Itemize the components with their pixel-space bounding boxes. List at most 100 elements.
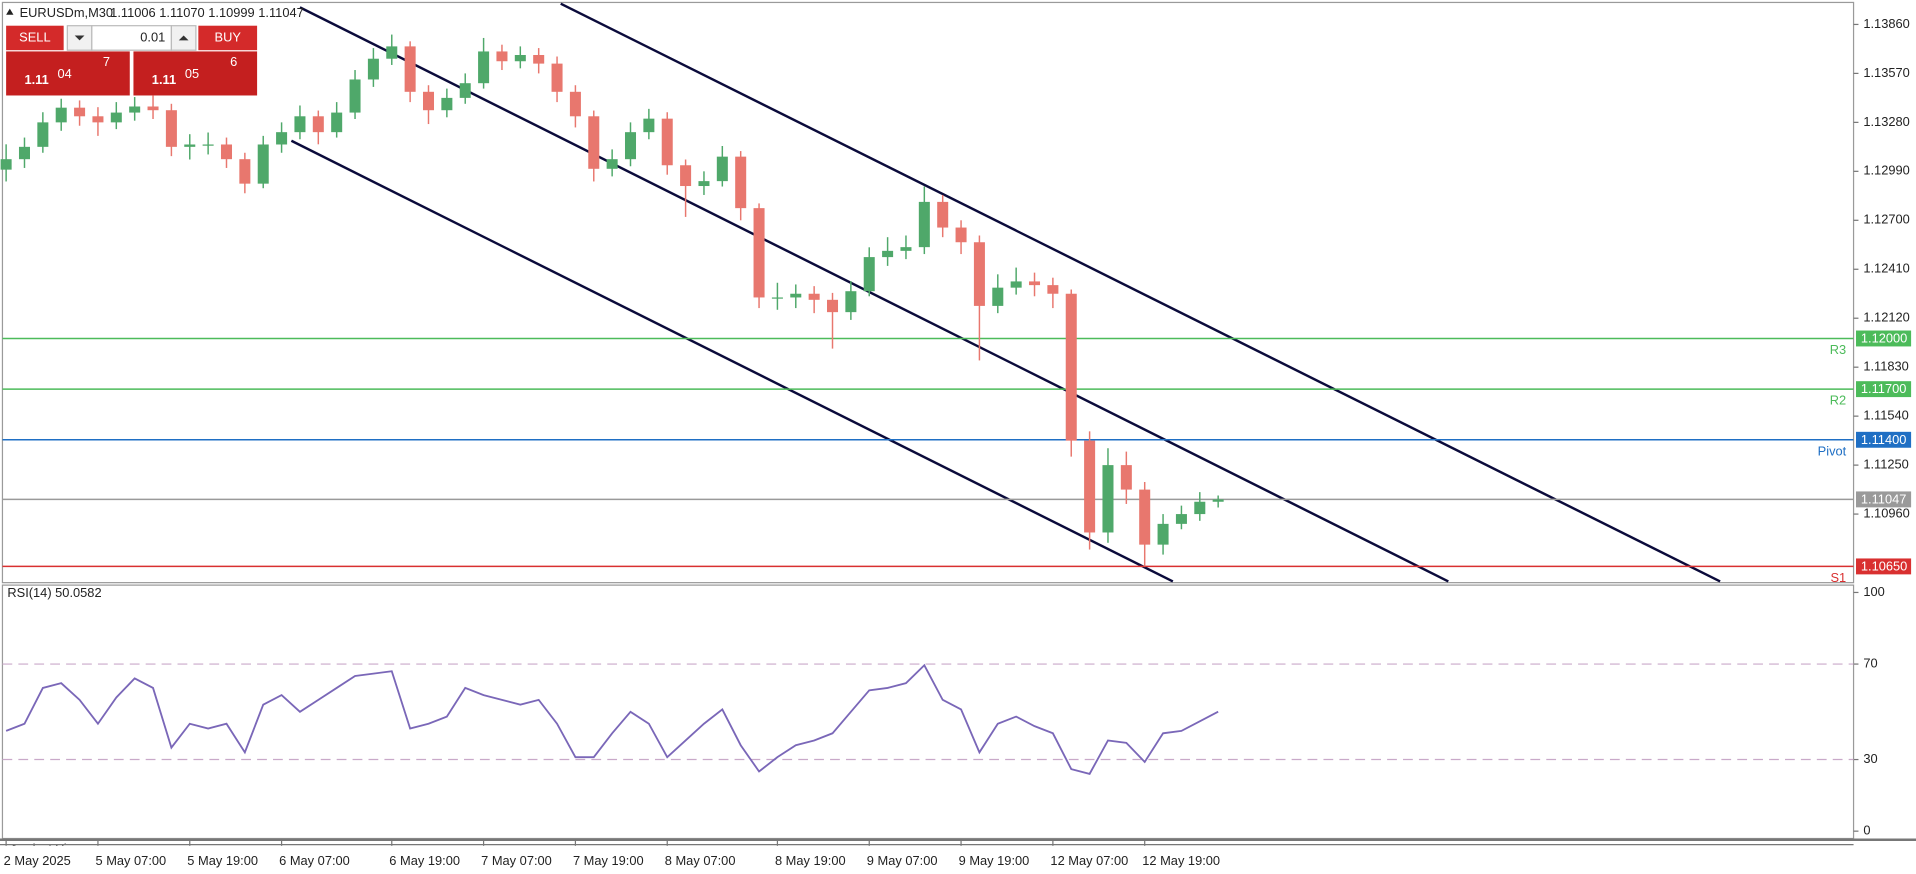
x-tick-label: 8 May 07:00 xyxy=(665,853,736,868)
candle-body xyxy=(735,156,747,209)
y-tick-label: 1.12410 xyxy=(1863,261,1909,276)
candle-body xyxy=(239,159,251,184)
candle-body xyxy=(955,227,967,243)
ohlc: 1.11006 1.11070 1.10999 1.11047 xyxy=(110,5,304,20)
collapse-icon[interactable] xyxy=(6,8,14,15)
candle-body xyxy=(1120,465,1132,490)
y-tick-label: 1.12120 xyxy=(1863,310,1909,325)
candle-body xyxy=(533,54,545,64)
candle-body xyxy=(808,293,820,300)
x-tick-label: 7 May 07:00 xyxy=(481,853,552,868)
level-label: 1.10650 xyxy=(1861,558,1907,573)
level-tag xyxy=(1856,330,1912,347)
candle-body xyxy=(129,106,141,113)
candle-body xyxy=(147,106,159,111)
y-tick-label: 1.10960 xyxy=(1863,505,1909,520)
rsi-line xyxy=(5,663,1219,775)
candle-body xyxy=(863,257,875,292)
x-tick-label: 8 May 19:00 xyxy=(775,853,846,868)
candle-body xyxy=(349,79,361,113)
level-tag xyxy=(1856,491,1912,508)
candle-body xyxy=(771,297,783,299)
candle-body xyxy=(184,144,196,147)
level-tag xyxy=(1856,431,1912,448)
x-tick-label: 5 May 19:00 xyxy=(187,853,258,868)
bid-big: 04 xyxy=(58,66,72,81)
level-tag xyxy=(1856,381,1912,398)
candle-body xyxy=(331,112,343,133)
candle-body xyxy=(459,83,471,98)
candle-body xyxy=(37,122,49,147)
buy-button[interactable] xyxy=(198,25,258,51)
ask-box[interactable] xyxy=(133,51,258,96)
candle-body xyxy=(918,201,930,248)
x-tick-label: 9 May 19:00 xyxy=(959,853,1030,868)
candle-body xyxy=(643,118,655,133)
ask-prefix: 1.11 xyxy=(152,72,176,87)
rsi-title: RSI(14) 50.0582 xyxy=(7,585,101,600)
volume-input[interactable] xyxy=(91,25,173,51)
ask-big: 05 xyxy=(185,66,199,81)
candle-body xyxy=(1212,499,1224,502)
y-tick-label: 1.11540 xyxy=(1863,408,1908,423)
candle-body xyxy=(110,112,122,123)
candle-body xyxy=(551,63,563,92)
candle-body xyxy=(514,54,526,62)
time-axis-band xyxy=(0,845,1916,874)
candle-body xyxy=(441,97,453,111)
candle-body xyxy=(569,91,581,117)
candle-body xyxy=(606,159,618,169)
candle-body xyxy=(973,242,985,306)
y-tick-label: 100 xyxy=(1863,584,1884,599)
candle-body xyxy=(18,146,30,160)
x-tick-label: 6 May 19:00 xyxy=(389,853,460,868)
price-panel xyxy=(1,1,1855,584)
candle-body xyxy=(404,46,416,92)
candle-body xyxy=(276,132,288,145)
candle-body xyxy=(1029,281,1041,286)
candle-body xyxy=(680,165,692,187)
volume: 0.01 xyxy=(140,29,165,44)
candle-body xyxy=(992,287,1004,306)
candle-body xyxy=(937,201,949,228)
x-tick-label: 5 May 07:00 xyxy=(95,853,166,868)
y-tick-label: 70 xyxy=(1863,655,1877,670)
candle-body xyxy=(698,181,710,187)
level-name: S1 xyxy=(1830,570,1846,585)
candle-body xyxy=(900,247,912,251)
x-tick-label: 7 May 19:00 xyxy=(573,853,644,868)
y-tick-label: 1.11830 xyxy=(1863,359,1908,374)
channel xyxy=(290,2,1721,583)
sell-button[interactable] xyxy=(6,25,64,51)
candle-body xyxy=(422,91,435,111)
level-label: 1.12000 xyxy=(1861,330,1907,345)
level-label: 1.11700 xyxy=(1861,381,1906,396)
candle-body xyxy=(220,144,233,160)
ask-sup: 6 xyxy=(230,54,237,69)
candle-body xyxy=(1084,440,1096,533)
candle-body xyxy=(386,46,398,59)
level-name: R2 xyxy=(1830,393,1846,408)
candle-body xyxy=(496,51,508,62)
arrow-down xyxy=(74,35,85,41)
candle-body xyxy=(1139,489,1151,545)
candle-body xyxy=(845,291,857,313)
bid-sup: 7 xyxy=(103,54,110,69)
y-tick-label: 1.11250 xyxy=(1863,457,1908,472)
candle-body xyxy=(478,51,490,84)
y-tick-label: 30 xyxy=(1863,751,1877,766)
x-tick-label: 2 May 2025 xyxy=(4,853,71,868)
x-tick-label: 9 May 07:00 xyxy=(867,853,938,868)
level-label: 1.11047 xyxy=(1861,491,1906,506)
candle-body xyxy=(92,116,104,123)
y-tick-label: 0 xyxy=(1863,823,1870,838)
candle-body xyxy=(753,208,765,298)
level-tag xyxy=(1856,558,1912,575)
bid-box[interactable] xyxy=(6,51,130,96)
candle-body xyxy=(55,107,67,123)
arrow-up xyxy=(178,35,189,41)
candle-body xyxy=(1175,514,1187,524)
